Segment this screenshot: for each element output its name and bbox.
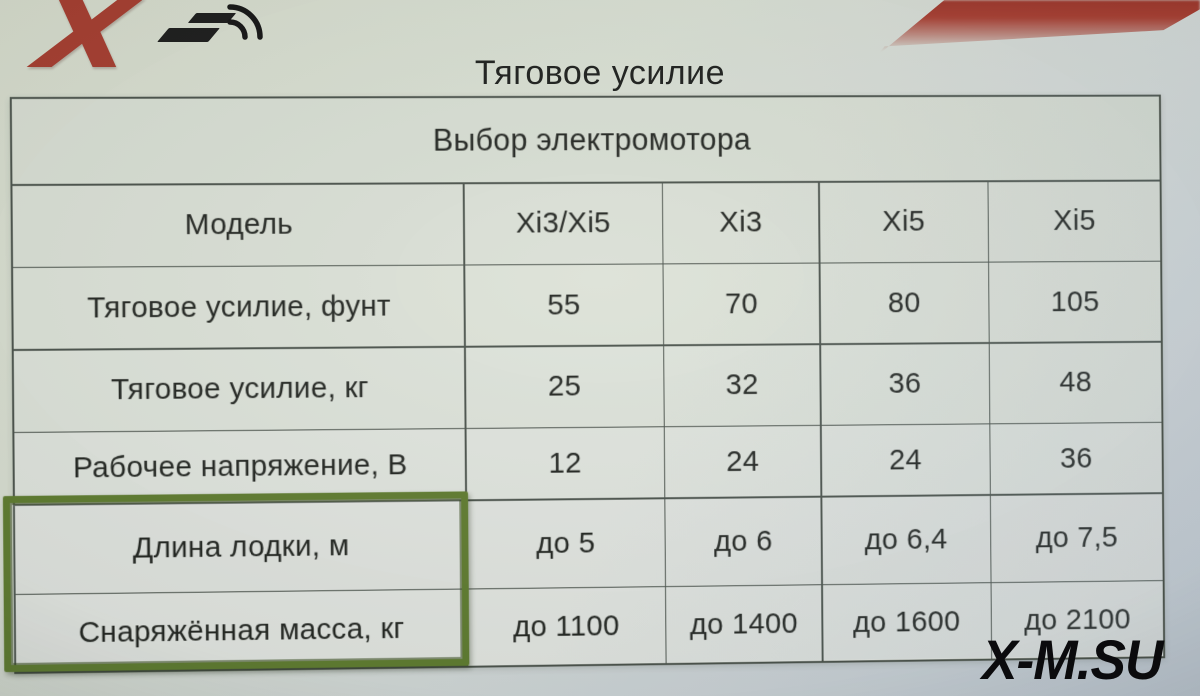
watermark-text: X-M.SU (982, 628, 1163, 691)
green-highlight-box (2, 491, 470, 673)
red-corner-banner (874, 0, 1200, 58)
table-cell: до 1600 (822, 583, 991, 661)
table-cell: 105 (989, 261, 1161, 342)
table-cell: 25 (465, 345, 664, 428)
table-cell: 24 (821, 424, 990, 496)
table-cell: 55 (464, 264, 663, 346)
table-cell: Xi3 (662, 182, 819, 263)
logo-stripe-icon (157, 28, 220, 42)
row-label: Модель (12, 183, 464, 267)
table-cell: до 1100 (467, 587, 666, 666)
table-cell: 70 (663, 263, 820, 345)
page-title: Тяговое усилие (474, 54, 726, 92)
signal-arcs-icon (227, 4, 263, 40)
row-label: Тяговое усилие, кг (13, 347, 465, 432)
table-cell: 80 (820, 262, 989, 344)
table-cell: 36 (990, 422, 1163, 494)
table-cell: 36 (820, 343, 989, 425)
table-cell: Xi3/Xi5 (464, 182, 663, 265)
table-cell: до 7,5 (990, 493, 1163, 582)
table-cell: до 1400 (665, 585, 822, 664)
table-cell: Xi5 (819, 181, 988, 263)
table-cell: 48 (989, 342, 1162, 423)
table-cell: Xi5 (988, 181, 1161, 262)
brand-logo: X (22, 0, 263, 100)
table-header: Выбор электромотора (11, 96, 1160, 184)
spec-table-zone: Выбор электромотора Модель Xi3/Xi5 Xi3 X… (2, 94, 1166, 674)
row-label: Тяговое усилие, фунт (13, 265, 464, 349)
table-cell: 24 (664, 425, 821, 498)
table-cell: до 5 (466, 498, 665, 589)
table-cell: 32 (664, 344, 820, 426)
table-cell: 12 (466, 427, 664, 500)
table-cell: до 6,4 (821, 495, 991, 584)
table-cell: до 6 (665, 497, 822, 586)
